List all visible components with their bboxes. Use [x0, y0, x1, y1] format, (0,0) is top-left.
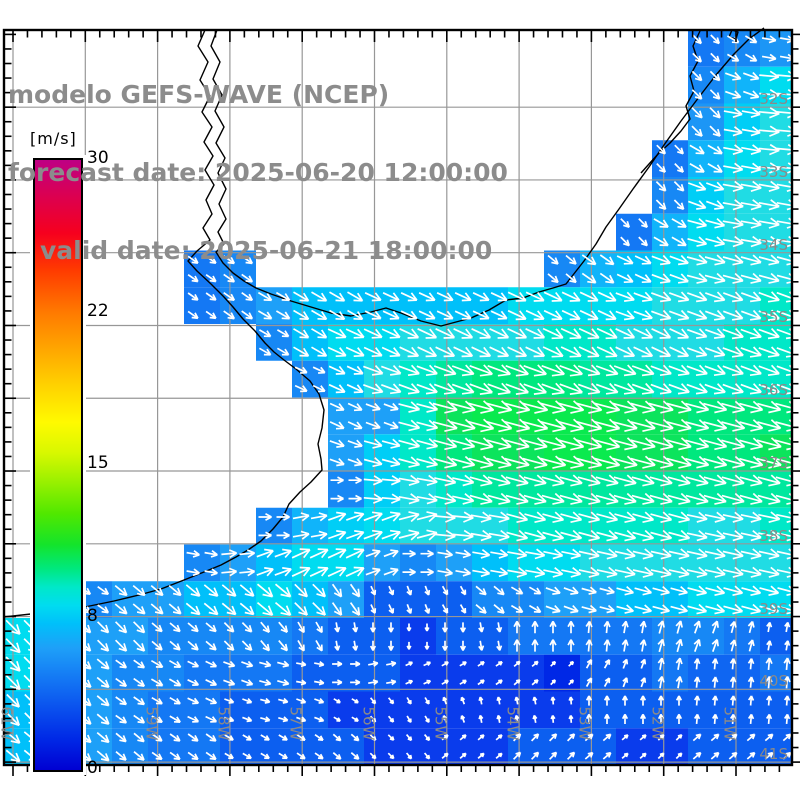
colorbar-tick-label: 0	[87, 758, 98, 778]
colorbar-tick-label: 30	[87, 148, 109, 168]
map-border	[2, 28, 794, 767]
colorbar-tick-label: 15	[87, 453, 109, 473]
axis-ticks-layer	[5, 31, 800, 776]
latlon-gridlines-layer	[5, 32, 791, 764]
colorbar-unit-label: [m/s]	[30, 129, 77, 148]
colorbar-tick-label: 8	[87, 605, 98, 626]
wind-speed-cells-layer	[4, 30, 792, 765]
colorbar-tick-label: 22	[87, 300, 109, 321]
colorbar-gradient	[33, 158, 83, 772]
